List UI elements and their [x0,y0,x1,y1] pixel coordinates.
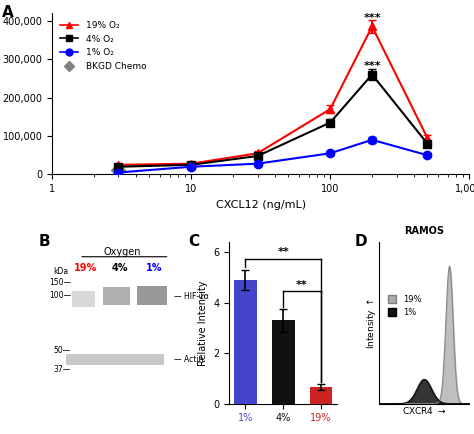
Text: B: B [39,234,50,249]
Text: 50—: 50— [54,346,71,355]
X-axis label: CXCR4 $\rightarrow$: CXCR4 $\rightarrow$ [402,405,447,416]
Text: 150—: 150— [49,278,71,287]
Text: 100—: 100— [49,291,71,300]
Text: **: ** [296,280,308,290]
Text: **: ** [277,247,289,257]
Text: 19%: 19% [74,263,98,273]
Bar [65,354,164,365]
Text: Oxygen: Oxygen [103,247,141,257]
Text: kDa: kDa [54,267,69,276]
Text: ***: *** [363,13,381,23]
Text: C: C [188,234,200,249]
Text: 4%: 4% [111,263,128,273]
Y-axis label: Relative Intensity: Relative Intensity [198,280,208,366]
Text: A: A [2,5,14,20]
Text: RAMOS: RAMOS [404,226,444,236]
Bar [310,387,332,404]
X-axis label: CXCL12 (ng/mL): CXCL12 (ng/mL) [216,200,306,210]
Bar [234,280,257,404]
Text: — Actin: — Actin [173,355,203,364]
Text: 1%: 1% [146,263,163,273]
Text: — HIF-1α: — HIF-1α [173,292,209,301]
Bar [103,287,130,305]
Text: ***: *** [363,62,381,72]
Bar [137,286,167,305]
Legend: 19% O₂, 4% O₂, 1% O₂, BKGD Chemo: 19% O₂, 4% O₂, 1% O₂, BKGD Chemo [57,17,150,74]
Legend: 19%, 1%: 19%, 1% [384,292,425,320]
Bar [272,320,294,404]
Text: 37—: 37— [54,365,71,374]
Text: D: D [354,234,367,249]
Bar [73,291,95,307]
Y-axis label: Intensity $\uparrow$: Intensity $\uparrow$ [365,297,378,349]
